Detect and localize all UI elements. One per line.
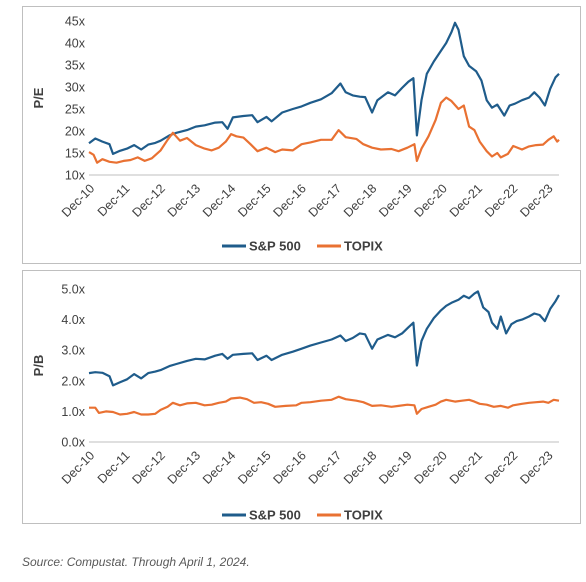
y-tick-label: 4.0x xyxy=(61,313,85,327)
y-axis-title: P/B xyxy=(31,355,46,377)
x-tick-label: Dec-14 xyxy=(200,448,238,486)
x-tick-label: Dec-19 xyxy=(376,181,414,219)
legend-label: S&P 500 xyxy=(249,239,301,254)
y-tick-label: 40x xyxy=(65,37,86,51)
y-tick-label: 25x xyxy=(65,103,86,117)
x-tick-label: Dec-15 xyxy=(235,448,273,486)
x-tick-label: Dec-12 xyxy=(129,448,167,486)
x-tick-label: Dec-21 xyxy=(447,181,485,219)
y-tick-label: 0.0x xyxy=(61,436,85,450)
pe-chart-panel: 10x 15x 20x 25x 30x 35x 40x 45x P/E Dec-10 Dec-11 D… xyxy=(22,6,581,264)
x-tick-label: Dec-23 xyxy=(517,181,555,219)
x-tick-label: Dec-20 xyxy=(412,448,450,486)
y-tick-label: 1.0x xyxy=(61,405,85,419)
legend-label: TOPIX xyxy=(344,239,383,254)
x-tick-label: Dec-11 xyxy=(95,448,133,486)
y-axis-title: P/E xyxy=(31,87,46,108)
y-tick-label: 10x xyxy=(65,169,86,183)
x-tick-label: Dec-17 xyxy=(306,181,344,219)
x-tick-label: Dec-22 xyxy=(482,181,520,219)
pb-chart-panel: 0.0x 1.0x 2.0x 3.0x 4.0x 5.0x P/B Dec-10 Dec-11 D… xyxy=(22,270,581,524)
x-tick-label: Dec-13 xyxy=(165,448,203,486)
x-tick-label: Dec-18 xyxy=(341,448,379,486)
series-line-topix xyxy=(89,395,560,416)
series-line-topix xyxy=(88,96,560,164)
x-tick-label: Dec-19 xyxy=(376,448,414,486)
x-tick-label: Dec-14 xyxy=(200,181,238,219)
legend-label: S&P 500 xyxy=(249,508,301,523)
y-tick-label: 2.0x xyxy=(61,374,85,388)
x-tick-label: Dec-18 xyxy=(341,181,379,219)
x-tick-label: Dec-20 xyxy=(412,181,450,219)
x-tick-label: Dec-16 xyxy=(271,181,309,219)
y-tick-label: 5.0x xyxy=(61,283,85,297)
x-tick-label: Dec-23 xyxy=(517,448,555,486)
x-tick-label: Dec-11 xyxy=(95,181,133,219)
x-tick-label: Dec-12 xyxy=(129,181,167,219)
x-tick-label: Dec-17 xyxy=(306,448,344,486)
x-tick-label: Dec-10 xyxy=(59,181,97,219)
y-tick-label: 15x xyxy=(65,147,86,161)
x-tick-label: Dec-16 xyxy=(271,448,309,486)
y-tick-label: 20x xyxy=(65,125,86,139)
x-tick-label: Dec-13 xyxy=(165,181,203,219)
series-line-sp500 xyxy=(88,290,560,387)
x-tick-label: Dec-15 xyxy=(235,181,273,219)
y-tick-label: 45x xyxy=(65,15,86,29)
legend-label: TOPIX xyxy=(344,508,383,523)
x-tick-label: Dec-10 xyxy=(59,448,97,486)
series-line-sp500 xyxy=(88,21,560,155)
pe-chart: 10x15x20x25x30x35x40x45xP/EDec-10Dec-11D… xyxy=(31,15,560,254)
x-tick-label: Dec-22 xyxy=(482,448,520,486)
source-note: Source: Compustat. Through April 1, 2024… xyxy=(22,555,250,569)
y-tick-label: 30x xyxy=(65,81,86,95)
pb-chart: 0.0x1.0x2.0x3.0x4.0x5.0xP/BDec-10Dec-11D… xyxy=(31,283,560,523)
y-tick-label: 3.0x xyxy=(61,344,85,358)
x-tick-label: Dec-21 xyxy=(447,448,485,486)
y-tick-label: 35x xyxy=(65,59,86,73)
